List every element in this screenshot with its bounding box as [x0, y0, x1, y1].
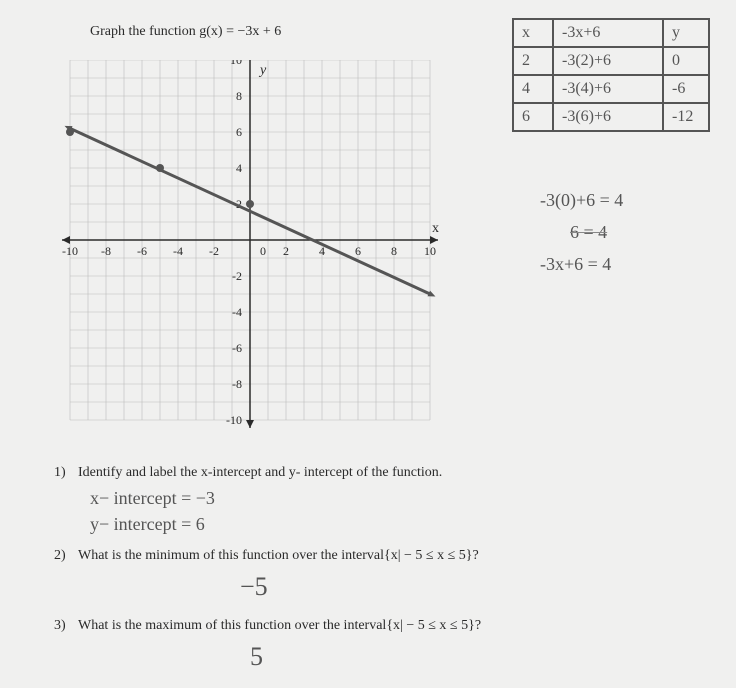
svg-text:-6: -6	[137, 244, 147, 258]
q3-num: 3)	[54, 618, 66, 634]
title-text: Graph the function g(x) = −3x + 6	[90, 24, 281, 39]
svg-text:-2: -2	[232, 269, 242, 283]
svg-text:8: 8	[391, 244, 397, 258]
q3-text: What is the maximum of this function ove…	[78, 618, 481, 634]
svg-text:y: y	[258, 63, 267, 78]
svg-text:2: 2	[283, 244, 289, 258]
svg-text:-4: -4	[173, 244, 183, 258]
graph-container: -10-8-6-4-2246810-10-8-6-4-22468100xy	[30, 60, 490, 445]
td-expr: -3(2)+6	[553, 47, 663, 75]
svg-text:-2: -2	[209, 244, 219, 258]
svg-text:-10: -10	[62, 244, 78, 258]
q1-ans1: x− intercept = −3	[90, 488, 215, 509]
q1-text: Identify and label the x-intercept and y…	[78, 465, 442, 481]
svg-text:-6: -6	[232, 341, 242, 355]
q1-num: 1)	[54, 465, 66, 481]
svg-text:10: 10	[230, 60, 242, 67]
td-x: 4	[513, 75, 553, 103]
th-x: x	[513, 19, 553, 47]
page-title: Graph the function g(x) = −3x + 6	[90, 24, 281, 40]
q1-ans2: y− intercept = 6	[90, 514, 205, 535]
svg-text:6: 6	[355, 244, 361, 258]
td-expr: -3(6)+6	[553, 103, 663, 131]
table-row: 6 -3(6)+6 -12	[513, 103, 709, 131]
svg-text:-8: -8	[101, 244, 111, 258]
table-row: 4 -3(4)+6 -6	[513, 75, 709, 103]
side-work-2: 6 = 4	[570, 222, 607, 243]
table-row: 2 -3(2)+6 0	[513, 47, 709, 75]
td-y: -12	[663, 103, 709, 131]
svg-text:-8: -8	[232, 377, 242, 391]
td-expr: -3(4)+6	[553, 75, 663, 103]
svg-text:4: 4	[236, 161, 242, 175]
side-work-3: -3x+6 = 4	[540, 254, 611, 275]
side-work-1: -3(0)+6 = 4	[540, 190, 623, 211]
td-y: -6	[663, 75, 709, 103]
svg-text:8: 8	[236, 89, 242, 103]
coordinate-graph: -10-8-6-4-2246810-10-8-6-4-22468100xy	[30, 60, 490, 440]
svg-text:0: 0	[260, 244, 266, 258]
q2-text: What is the minimum of this function ove…	[78, 548, 479, 564]
q2-num: 2)	[54, 548, 66, 564]
svg-text:-4: -4	[232, 305, 242, 319]
td-y: 0	[663, 47, 709, 75]
svg-text:10: 10	[424, 244, 436, 258]
td-x: 2	[513, 47, 553, 75]
q3-ans: 5	[250, 642, 263, 672]
svg-text:6: 6	[236, 125, 242, 139]
svg-text:x: x	[432, 221, 439, 236]
td-x: 6	[513, 103, 553, 131]
q2-ans: −5	[240, 572, 268, 602]
th-expr: -3x+6	[553, 19, 663, 47]
table-row-header: x -3x+6 y	[513, 19, 709, 47]
value-table: x -3x+6 y 2 -3(2)+6 0 4 -3(4)+6 -6 6 -3(…	[512, 18, 710, 132]
svg-text:-10: -10	[226, 413, 242, 427]
th-y: y	[663, 19, 709, 47]
